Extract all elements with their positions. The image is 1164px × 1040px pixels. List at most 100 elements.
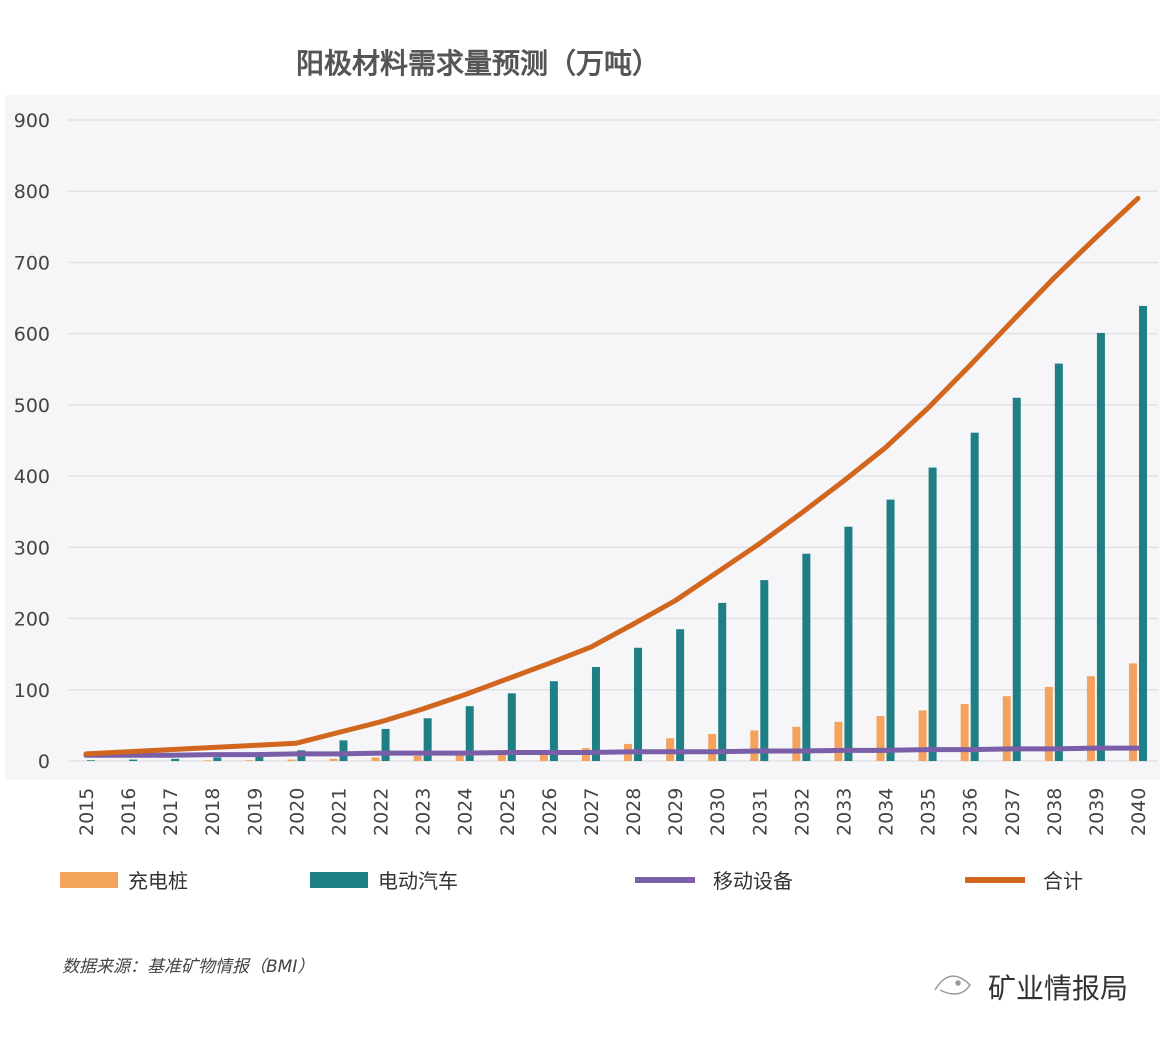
x-tick-label: 2016 — [118, 788, 140, 836]
x-tick-label: 2036 — [960, 788, 982, 836]
x-tick-label: 2017 — [160, 788, 182, 836]
x-tick-label: 2031 — [749, 788, 771, 836]
bar-电动汽车-2016 — [129, 759, 138, 761]
bar-充电桩-2018 — [203, 760, 212, 761]
x-tick-label: 2028 — [623, 788, 645, 836]
watermark-logo-icon — [934, 975, 971, 995]
y-tick-label: 700 — [14, 252, 50, 274]
y-tick-label: 100 — [14, 680, 50, 702]
bar-电动汽车-2023 — [423, 718, 432, 761]
y-tick-label: 0 — [38, 751, 50, 773]
bar-充电桩-2037 — [1002, 696, 1011, 761]
legend-label: 移动设备 — [713, 869, 793, 893]
y-tick-label: 900 — [14, 110, 50, 132]
bar-电动汽车-2036 — [970, 432, 979, 761]
bar-充电桩-2021 — [329, 758, 338, 761]
bar-充电桩-2024 — [455, 754, 464, 761]
x-tick-label: 2034 — [876, 788, 898, 836]
x-tick-label: 2020 — [286, 788, 308, 836]
y-tick-label: 800 — [14, 181, 50, 203]
x-tick-label: 2037 — [1002, 788, 1024, 836]
bar-电动汽车-2029 — [676, 629, 685, 761]
bar-电动汽车-2028 — [634, 647, 643, 761]
x-tick-label: 2024 — [455, 788, 477, 836]
bar-充电桩-2026 — [539, 751, 548, 761]
bar-充电桩-2020 — [287, 759, 296, 761]
bar-充电桩-2036 — [960, 704, 969, 761]
bar-电动汽车-2024 — [465, 706, 474, 761]
x-tick-label: 2040 — [1128, 788, 1150, 836]
bar-电动汽车-2035 — [928, 467, 937, 761]
legend-label: 电动汽车 — [378, 869, 458, 893]
x-tick-label: 2025 — [497, 788, 519, 836]
y-tick-label: 400 — [14, 466, 50, 488]
bar-充电桩-2019 — [245, 760, 254, 761]
x-tick-label: 2029 — [665, 788, 687, 836]
bar-充电桩-2033 — [834, 721, 843, 761]
bar-电动汽车-2037 — [1012, 397, 1021, 761]
x-tick-label: 2021 — [328, 788, 350, 836]
bar-电动汽车-2022 — [381, 728, 390, 761]
x-tick-label: 2019 — [244, 788, 266, 836]
chart-title: 阳极材料需求量预测（万吨） — [296, 47, 660, 80]
x-tick-label: 2030 — [707, 788, 729, 836]
x-tick-label: 2022 — [371, 788, 393, 836]
bar-电动汽车-2030 — [718, 602, 727, 761]
x-tick-label: 2015 — [76, 788, 98, 836]
bar-充电桩-2025 — [497, 753, 506, 761]
bar-电动汽车-2027 — [591, 666, 600, 761]
bar-充电桩-2035 — [918, 710, 927, 761]
bar-电动汽车-2025 — [507, 693, 516, 761]
legend-swatch — [965, 877, 1025, 883]
bar-电动汽车-2021 — [339, 740, 348, 761]
y-tick-label: 200 — [14, 609, 50, 631]
watermark: 矿业情报局 — [934, 972, 1128, 1005]
legend-item-移动设备: 移动设备 — [635, 869, 793, 893]
bar-充电桩-2023 — [413, 756, 422, 761]
y-tick-label: 300 — [14, 537, 50, 559]
x-tick-label: 2027 — [581, 788, 603, 836]
x-tick-label: 2035 — [918, 788, 940, 836]
line-合计 — [83, 195, 1141, 757]
bar-电动汽车-2017 — [171, 758, 180, 761]
line-移动设备 — [83, 745, 1141, 758]
bar-电动汽车-2019 — [255, 755, 264, 761]
bar-电动汽车-2031 — [760, 580, 769, 761]
bar-电动汽车-2033 — [844, 526, 853, 761]
legend-swatch — [60, 872, 118, 888]
x-tick-label: 2032 — [791, 788, 813, 836]
bar-充电桩-2034 — [876, 716, 885, 761]
legend-item-充电桩: 充电桩 — [60, 869, 188, 893]
bar-电动汽车-2015 — [87, 760, 95, 761]
source-note: 数据来源：基准矿物情报（BMI） — [62, 957, 314, 977]
bar-充电桩-2039 — [1086, 676, 1095, 761]
bar-电动汽车-2040 — [1139, 305, 1147, 761]
legend-swatch — [635, 877, 695, 883]
bar-充电桩-2038 — [1044, 686, 1053, 761]
bar-充电桩-2022 — [371, 757, 380, 761]
x-tick-label: 2026 — [539, 788, 561, 836]
bar-电动汽车-2032 — [802, 553, 811, 761]
bar-充电桩-2032 — [792, 726, 801, 761]
bar-电动汽车-2018 — [213, 757, 222, 761]
bar-电动汽车-2026 — [549, 681, 558, 761]
legend-item-合计: 合计 — [965, 869, 1083, 893]
x-tick-label: 2033 — [833, 788, 855, 836]
x-tick-label: 2038 — [1044, 788, 1066, 836]
watermark-text: 矿业情报局 — [988, 972, 1128, 1005]
bar-充电桩-2030 — [708, 733, 717, 761]
bar-电动汽车-2034 — [886, 499, 895, 761]
x-tick-label: 2039 — [1086, 788, 1108, 836]
bar-充电桩-2031 — [750, 730, 759, 761]
y-tick-label: 600 — [14, 324, 50, 346]
legend-label: 合计 — [1043, 869, 1083, 893]
bar-电动汽车-2039 — [1096, 332, 1105, 761]
legend-item-电动汽车: 电动汽车 — [310, 869, 458, 893]
bar-电动汽车-2038 — [1054, 363, 1063, 761]
legend-swatch — [310, 872, 368, 888]
y-tick-label: 500 — [14, 395, 50, 417]
x-tick-label: 2018 — [202, 788, 224, 836]
legend-label: 充电桩 — [128, 869, 188, 893]
x-tick-label: 2023 — [413, 788, 435, 836]
